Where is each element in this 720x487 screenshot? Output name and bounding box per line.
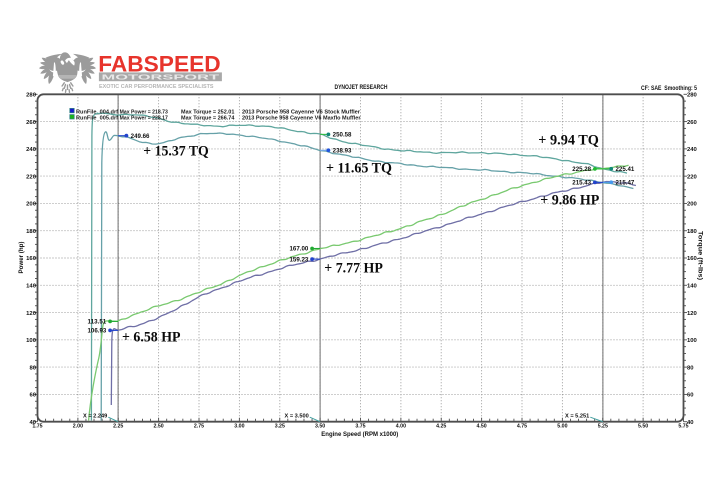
svg-text:X = 3.500: X = 3.500 [285, 414, 310, 420]
svg-text:120: 120 [26, 311, 37, 317]
svg-text:DYNOJET RESEARCH: DYNOJET RESEARCH [335, 85, 388, 91]
svg-text:EXOTIC CAR PERFORMANCE SPECIAL: EXOTIC CAR PERFORMANCE SPECIALISTS [99, 84, 214, 90]
svg-text:159.23: 159.23 [290, 257, 309, 263]
svg-text:225.28: 225.28 [572, 167, 591, 173]
svg-text:106.93: 106.93 [88, 329, 107, 335]
svg-text:3.75: 3.75 [355, 424, 366, 430]
svg-text:3.25: 3.25 [275, 424, 286, 430]
svg-text:260: 260 [26, 120, 37, 126]
svg-text:+ 11.65 TQ: + 11.65 TQ [326, 160, 392, 176]
svg-text:2013 Porsche 958 Cayenne V6 Ma: 2013 Porsche 958 Cayenne V6 Maxflo Muffl… [242, 116, 361, 122]
svg-text:CF: SAE Smoothing: 5: CF: SAE Smoothing: 5 [641, 86, 698, 92]
svg-text:167.00: 167.00 [290, 247, 309, 253]
svg-text:100: 100 [26, 338, 37, 344]
svg-text:140: 140 [26, 284, 37, 290]
svg-text:220: 220 [687, 174, 698, 180]
svg-text:180: 180 [26, 229, 37, 235]
svg-text:60: 60 [29, 393, 36, 399]
svg-text:225.41: 225.41 [616, 167, 635, 173]
svg-text:280: 280 [26, 93, 37, 99]
svg-text:120: 120 [687, 311, 698, 317]
svg-text:280: 280 [687, 93, 698, 99]
svg-text:238.93: 238.93 [333, 149, 352, 155]
svg-text:80: 80 [687, 365, 694, 371]
svg-text:X = 5.251: X = 5.251 [565, 414, 590, 420]
svg-text:140: 140 [687, 284, 698, 290]
svg-text:113.51: 113.51 [88, 320, 107, 326]
svg-text:2.75: 2.75 [194, 424, 205, 430]
svg-text:5.75: 5.75 [678, 424, 689, 430]
svg-text:200: 200 [687, 202, 698, 208]
svg-text:Max Torque = 266.74: Max Torque = 266.74 [181, 116, 235, 122]
svg-text:+ 15.37 TQ: + 15.37 TQ [143, 143, 209, 159]
svg-text:160: 160 [687, 256, 698, 262]
svg-text:+ 9.86 HP: + 9.86 HP [540, 192, 599, 208]
svg-text:2013 Porsche 958 Cayenne V6 St: 2013 Porsche 958 Cayenne V6 Stock Muffle… [242, 109, 361, 115]
svg-text:3.50: 3.50 [315, 424, 326, 430]
svg-text:2.00: 2.00 [73, 424, 84, 430]
svg-text:+ 9.94 TQ: + 9.94 TQ [538, 133, 599, 149]
svg-text:4.00: 4.00 [396, 424, 407, 430]
svg-text:60: 60 [687, 393, 694, 399]
svg-text:+ 6.58 HP: + 6.58 HP [122, 330, 181, 346]
svg-text:5.00: 5.00 [557, 424, 568, 430]
svg-text:4.50: 4.50 [477, 424, 488, 430]
svg-text:RunFile_005.drf: RunFile_005.drf [76, 116, 118, 122]
svg-text:5.50: 5.50 [638, 424, 649, 430]
svg-text:240: 240 [26, 147, 37, 153]
svg-text:80: 80 [29, 365, 36, 371]
svg-text:MOTORSPORT: MOTORSPORT [102, 75, 221, 82]
svg-text:4.75: 4.75 [517, 424, 528, 430]
svg-text:3.00: 3.00 [234, 424, 245, 430]
svg-text:5.25: 5.25 [598, 424, 609, 430]
svg-text:180: 180 [687, 229, 698, 235]
svg-text:Engine Speed (RPM x1000): Engine Speed (RPM x1000) [321, 431, 398, 438]
svg-text:240: 240 [687, 147, 698, 153]
svg-text:1.75: 1.75 [32, 424, 43, 430]
svg-text:X = 2.249: X = 2.249 [83, 414, 108, 420]
svg-text:4.25: 4.25 [436, 424, 447, 430]
svg-text:160: 160 [26, 256, 37, 262]
svg-text:2.25: 2.25 [113, 424, 124, 430]
svg-text:2.50: 2.50 [154, 424, 165, 430]
svg-text:Torque (ft-lbs): Torque (ft-lbs) [697, 231, 704, 280]
svg-text:Max Power = 218.73: Max Power = 218.73 [120, 109, 168, 115]
svg-text:RunFile_004.drf: RunFile_004.drf [76, 109, 118, 115]
svg-text:249.66: 249.66 [131, 134, 150, 140]
svg-text:100: 100 [687, 338, 698, 344]
svg-text:Power (hp): Power (hp) [18, 242, 25, 274]
svg-text:220: 220 [26, 174, 37, 180]
svg-text:250.58: 250.58 [333, 133, 352, 139]
svg-text:200: 200 [26, 202, 37, 208]
svg-text:260: 260 [687, 120, 698, 126]
svg-text:215.43: 215.43 [572, 181, 591, 187]
svg-text:Max Power = 228.17: Max Power = 228.17 [120, 116, 168, 122]
svg-text:+ 7.77 HP: + 7.77 HP [324, 260, 383, 276]
svg-text:215.47: 215.47 [616, 181, 635, 187]
svg-text:Max Torque = 252.01: Max Torque = 252.01 [181, 109, 234, 115]
